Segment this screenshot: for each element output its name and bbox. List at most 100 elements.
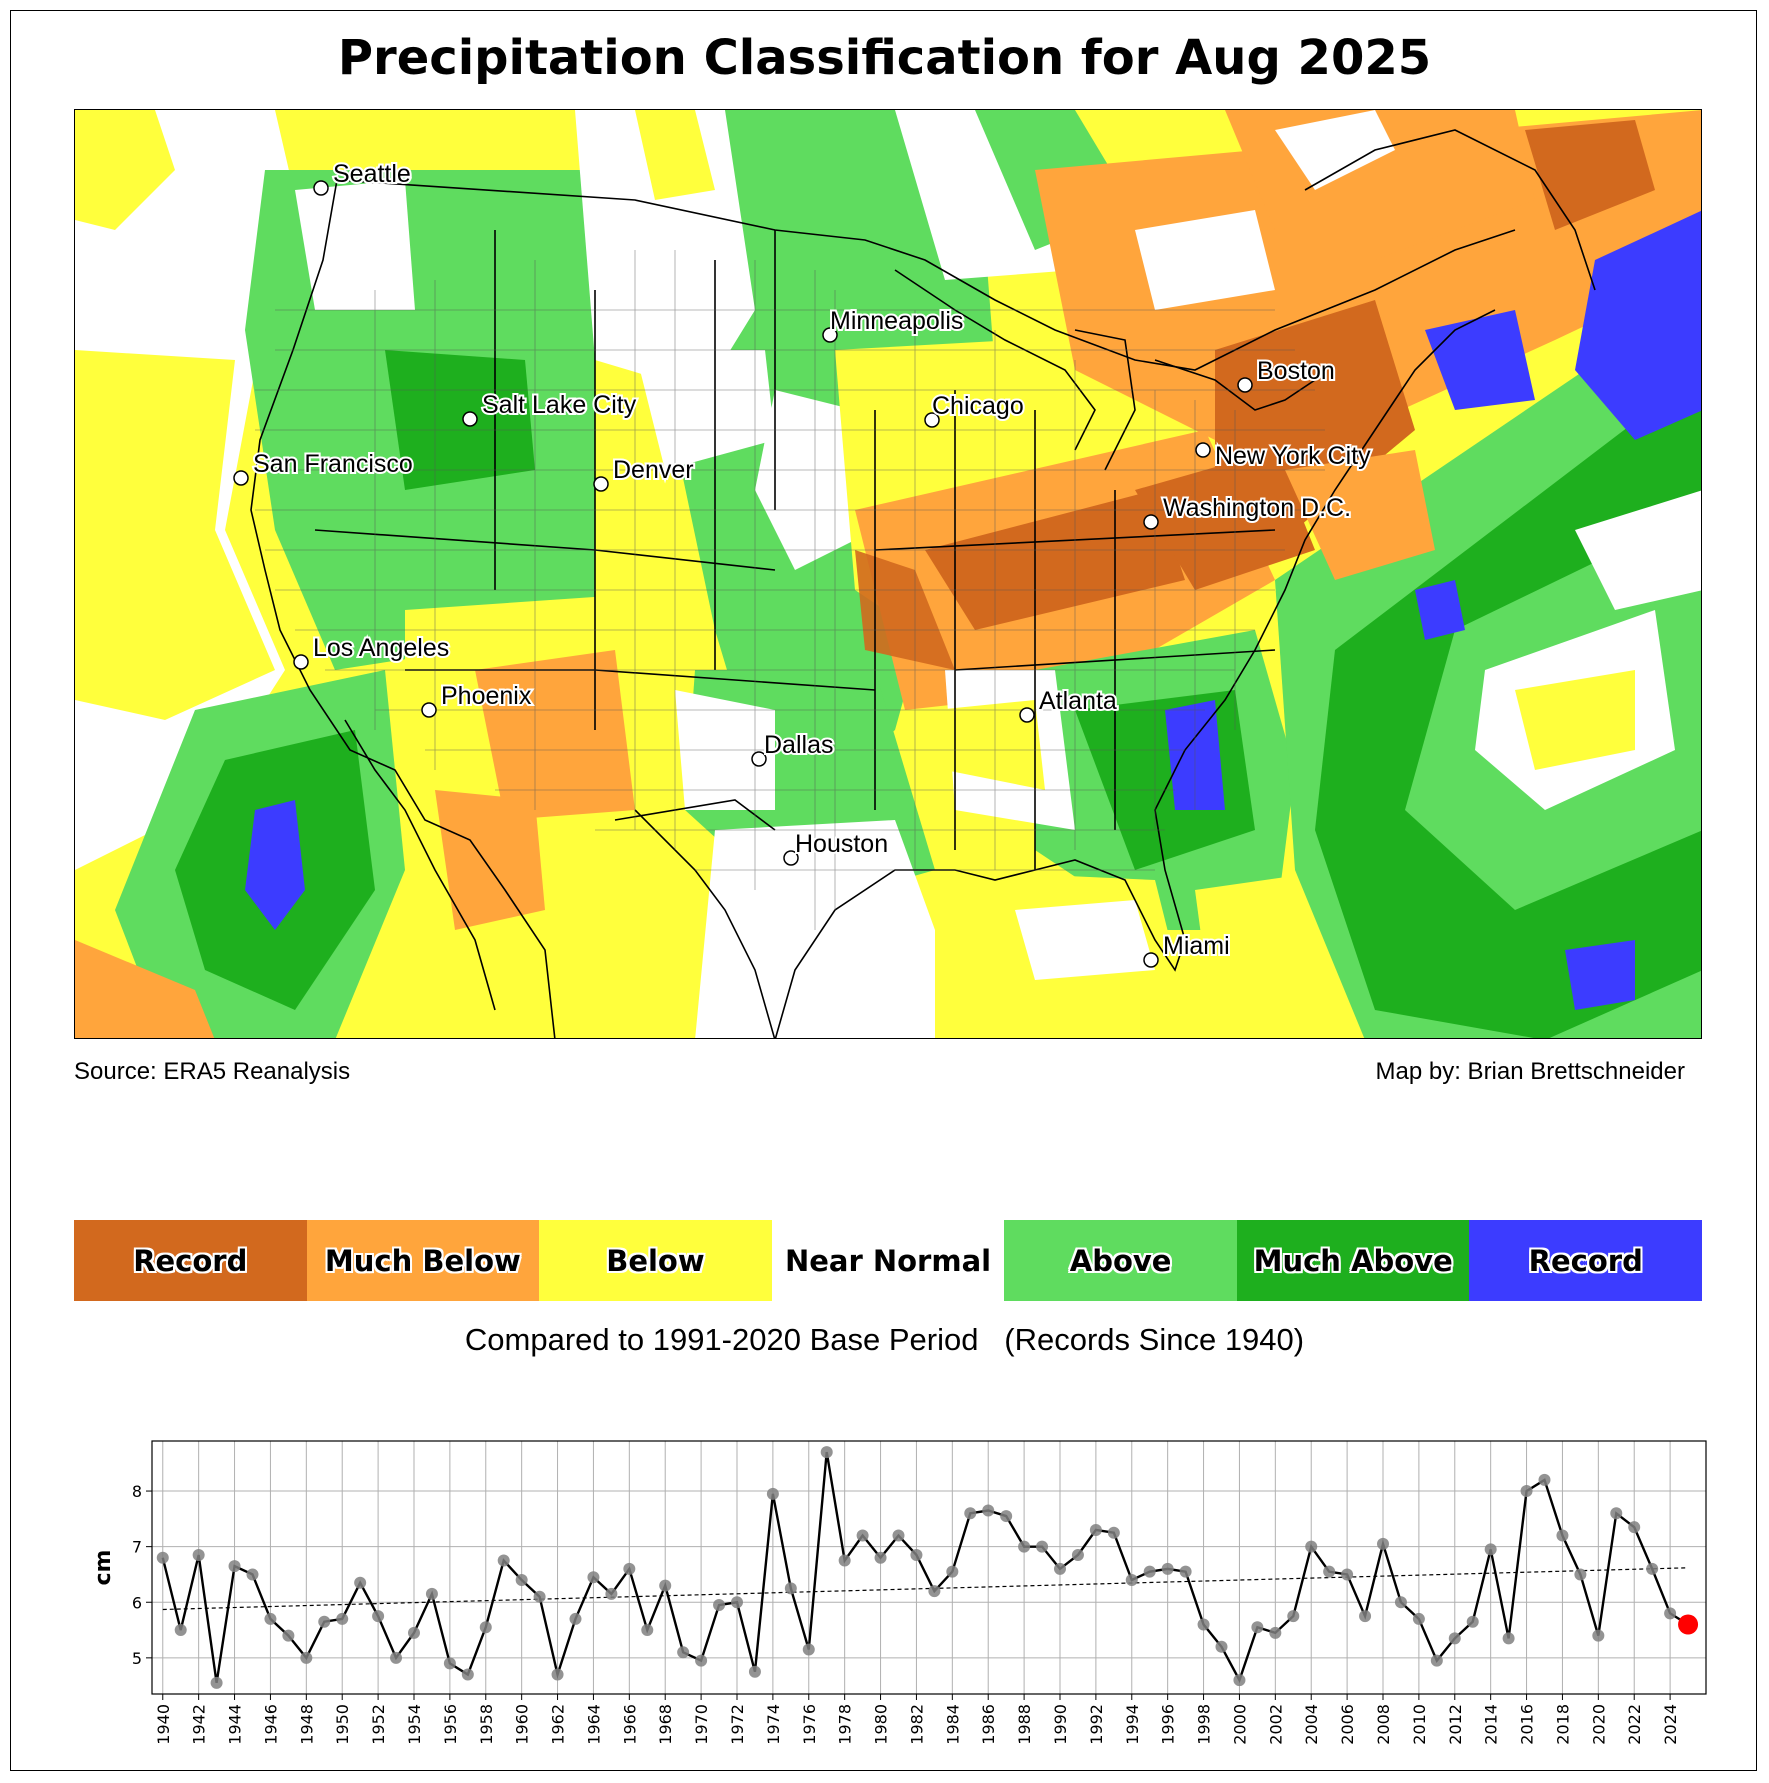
city-dallas: Dallas <box>751 729 835 767</box>
y-tick-label: 7 <box>132 1538 142 1557</box>
svg-text:Houston: Houston <box>795 830 888 858</box>
data-point <box>1359 1610 1372 1623</box>
x-tick-label: 1954 <box>405 1704 424 1745</box>
data-point <box>228 1560 241 1573</box>
legend-record-wet: Record <box>1469 1220 1703 1301</box>
city-houston: Houston <box>783 828 890 866</box>
data-point <box>1125 1574 1138 1587</box>
data-point <box>1538 1473 1551 1486</box>
svg-text:Minneapolis: Minneapolis <box>830 307 963 335</box>
data-point <box>407 1626 420 1639</box>
data-point <box>1628 1521 1641 1534</box>
data-point <box>1520 1485 1533 1498</box>
data-point <box>1341 1568 1354 1581</box>
x-tick-label: 2018 <box>1553 1704 1572 1745</box>
city-phoenix: Phoenix <box>421 680 534 718</box>
x-tick-label: 1958 <box>477 1704 496 1745</box>
svg-text:New York City: New York City <box>1215 442 1371 470</box>
x-tick-label: 2010 <box>1410 1704 1429 1745</box>
plot-frame <box>151 1440 1707 1695</box>
svg-text:Washington D.C.: Washington D.C. <box>1163 494 1351 522</box>
data-point <box>336 1612 349 1625</box>
data-point <box>695 1654 708 1667</box>
svg-text:Denver: Denver <box>613 456 694 484</box>
x-tick-label: 1988 <box>1015 1704 1034 1745</box>
data-point <box>1376 1537 1389 1550</box>
data-point <box>856 1529 869 1542</box>
data-point <box>479 1621 492 1634</box>
city-chicago: Chicago <box>924 390 1026 428</box>
x-tick-label: 1978 <box>836 1704 855 1745</box>
data-point <box>1323 1565 1336 1578</box>
color-legend: Record Much Below Below Near Normal Abov… <box>74 1220 1703 1301</box>
data-point <box>264 1612 277 1625</box>
credit-note: Map by: Brian Brettschneider <box>1375 1058 1685 1085</box>
svg-text:Salt Lake City: Salt Lake City <box>482 391 637 419</box>
x-tick-label: 1968 <box>656 1704 675 1745</box>
city-salt-lake-city: Salt Lake City <box>462 389 639 427</box>
data-point <box>1466 1615 1479 1628</box>
data-point <box>659 1579 672 1592</box>
data-point <box>820 1446 833 1459</box>
city-new-york-city: New York City <box>1195 440 1373 472</box>
legend-much-below: Much Below <box>306 1220 540 1301</box>
data-point <box>551 1668 564 1681</box>
data-point <box>1036 1540 1049 1553</box>
data-point <box>928 1585 941 1598</box>
data-point <box>1664 1607 1677 1620</box>
x-tick-label: 2016 <box>1518 1704 1537 1745</box>
source-note: Source: ERA5 Reanalysis <box>74 1058 351 1085</box>
legend-above: Above <box>1004 1220 1237 1301</box>
svg-text:Seattle: Seattle <box>333 160 411 188</box>
x-tick-label: 2022 <box>1625 1704 1644 1745</box>
x-tick-label: 1960 <box>513 1704 532 1745</box>
x-tick-label: 1956 <box>441 1704 460 1745</box>
trend-line <box>162 1567 1689 1611</box>
data-point <box>1430 1654 1443 1667</box>
city-boston: Boston <box>1237 355 1337 393</box>
data-point <box>1592 1629 1605 1642</box>
data-point <box>425 1587 438 1600</box>
y-tick-label: 6 <box>132 1593 142 1612</box>
data-point <box>497 1554 510 1567</box>
x-tick-label: 1984 <box>943 1704 962 1745</box>
figure-frame <box>10 10 1757 1771</box>
data-point <box>1394 1596 1407 1609</box>
x-tick-label: 2014 <box>1482 1704 1501 1745</box>
data-point <box>946 1565 959 1578</box>
x-tick-label: 2020 <box>1589 1704 1608 1745</box>
x-tick-label: 2006 <box>1338 1704 1357 1745</box>
x-tick-label: 2002 <box>1266 1704 1285 1745</box>
data-point <box>802 1643 815 1656</box>
series-line <box>161 1451 1689 1684</box>
y-axis-label: cm <box>91 1550 116 1586</box>
legend-near-normal: Near Normal <box>771 1220 1005 1301</box>
data-point <box>282 1629 295 1642</box>
precipitation-map: Seattle San Francisco Los Angeles Phoeni… <box>74 109 1702 1039</box>
y-tick-label: 5 <box>132 1649 142 1668</box>
x-tick-label: 1950 <box>333 1704 352 1745</box>
data-point <box>354 1576 367 1589</box>
timeseries-chart: 5 6 7 8 1940 1942 1944 1946 1948 1950 1952 1954 1956… <box>0 1420 1769 1775</box>
data-point <box>1071 1548 1084 1561</box>
svg-text:Dallas: Dallas <box>764 731 833 759</box>
city-san-francisco: San Francisco <box>233 448 415 486</box>
data-point <box>174 1624 187 1637</box>
data-point <box>1053 1562 1066 1575</box>
map-cities: Seattle San Francisco Los Angeles Phoeni… <box>233 158 1373 968</box>
data-point <box>730 1596 743 1609</box>
data-point <box>569 1612 582 1625</box>
x-tick-label: 1966 <box>620 1704 639 1745</box>
data-point <box>605 1587 618 1600</box>
data-point <box>964 1507 977 1520</box>
x-tick-label: 1972 <box>728 1704 747 1745</box>
x-tick-label: 1942 <box>190 1704 209 1745</box>
x-tick-label: 1992 <box>1087 1704 1106 1745</box>
x-tick-label: 1940 <box>154 1704 173 1745</box>
x-tick-label: 1948 <box>297 1704 316 1745</box>
data-point <box>1574 1568 1587 1581</box>
city-washington-dc: Washington D.C. <box>1143 492 1353 530</box>
data-point <box>1000 1510 1013 1523</box>
data-point <box>390 1651 403 1664</box>
map-county-lines <box>255 250 1325 930</box>
